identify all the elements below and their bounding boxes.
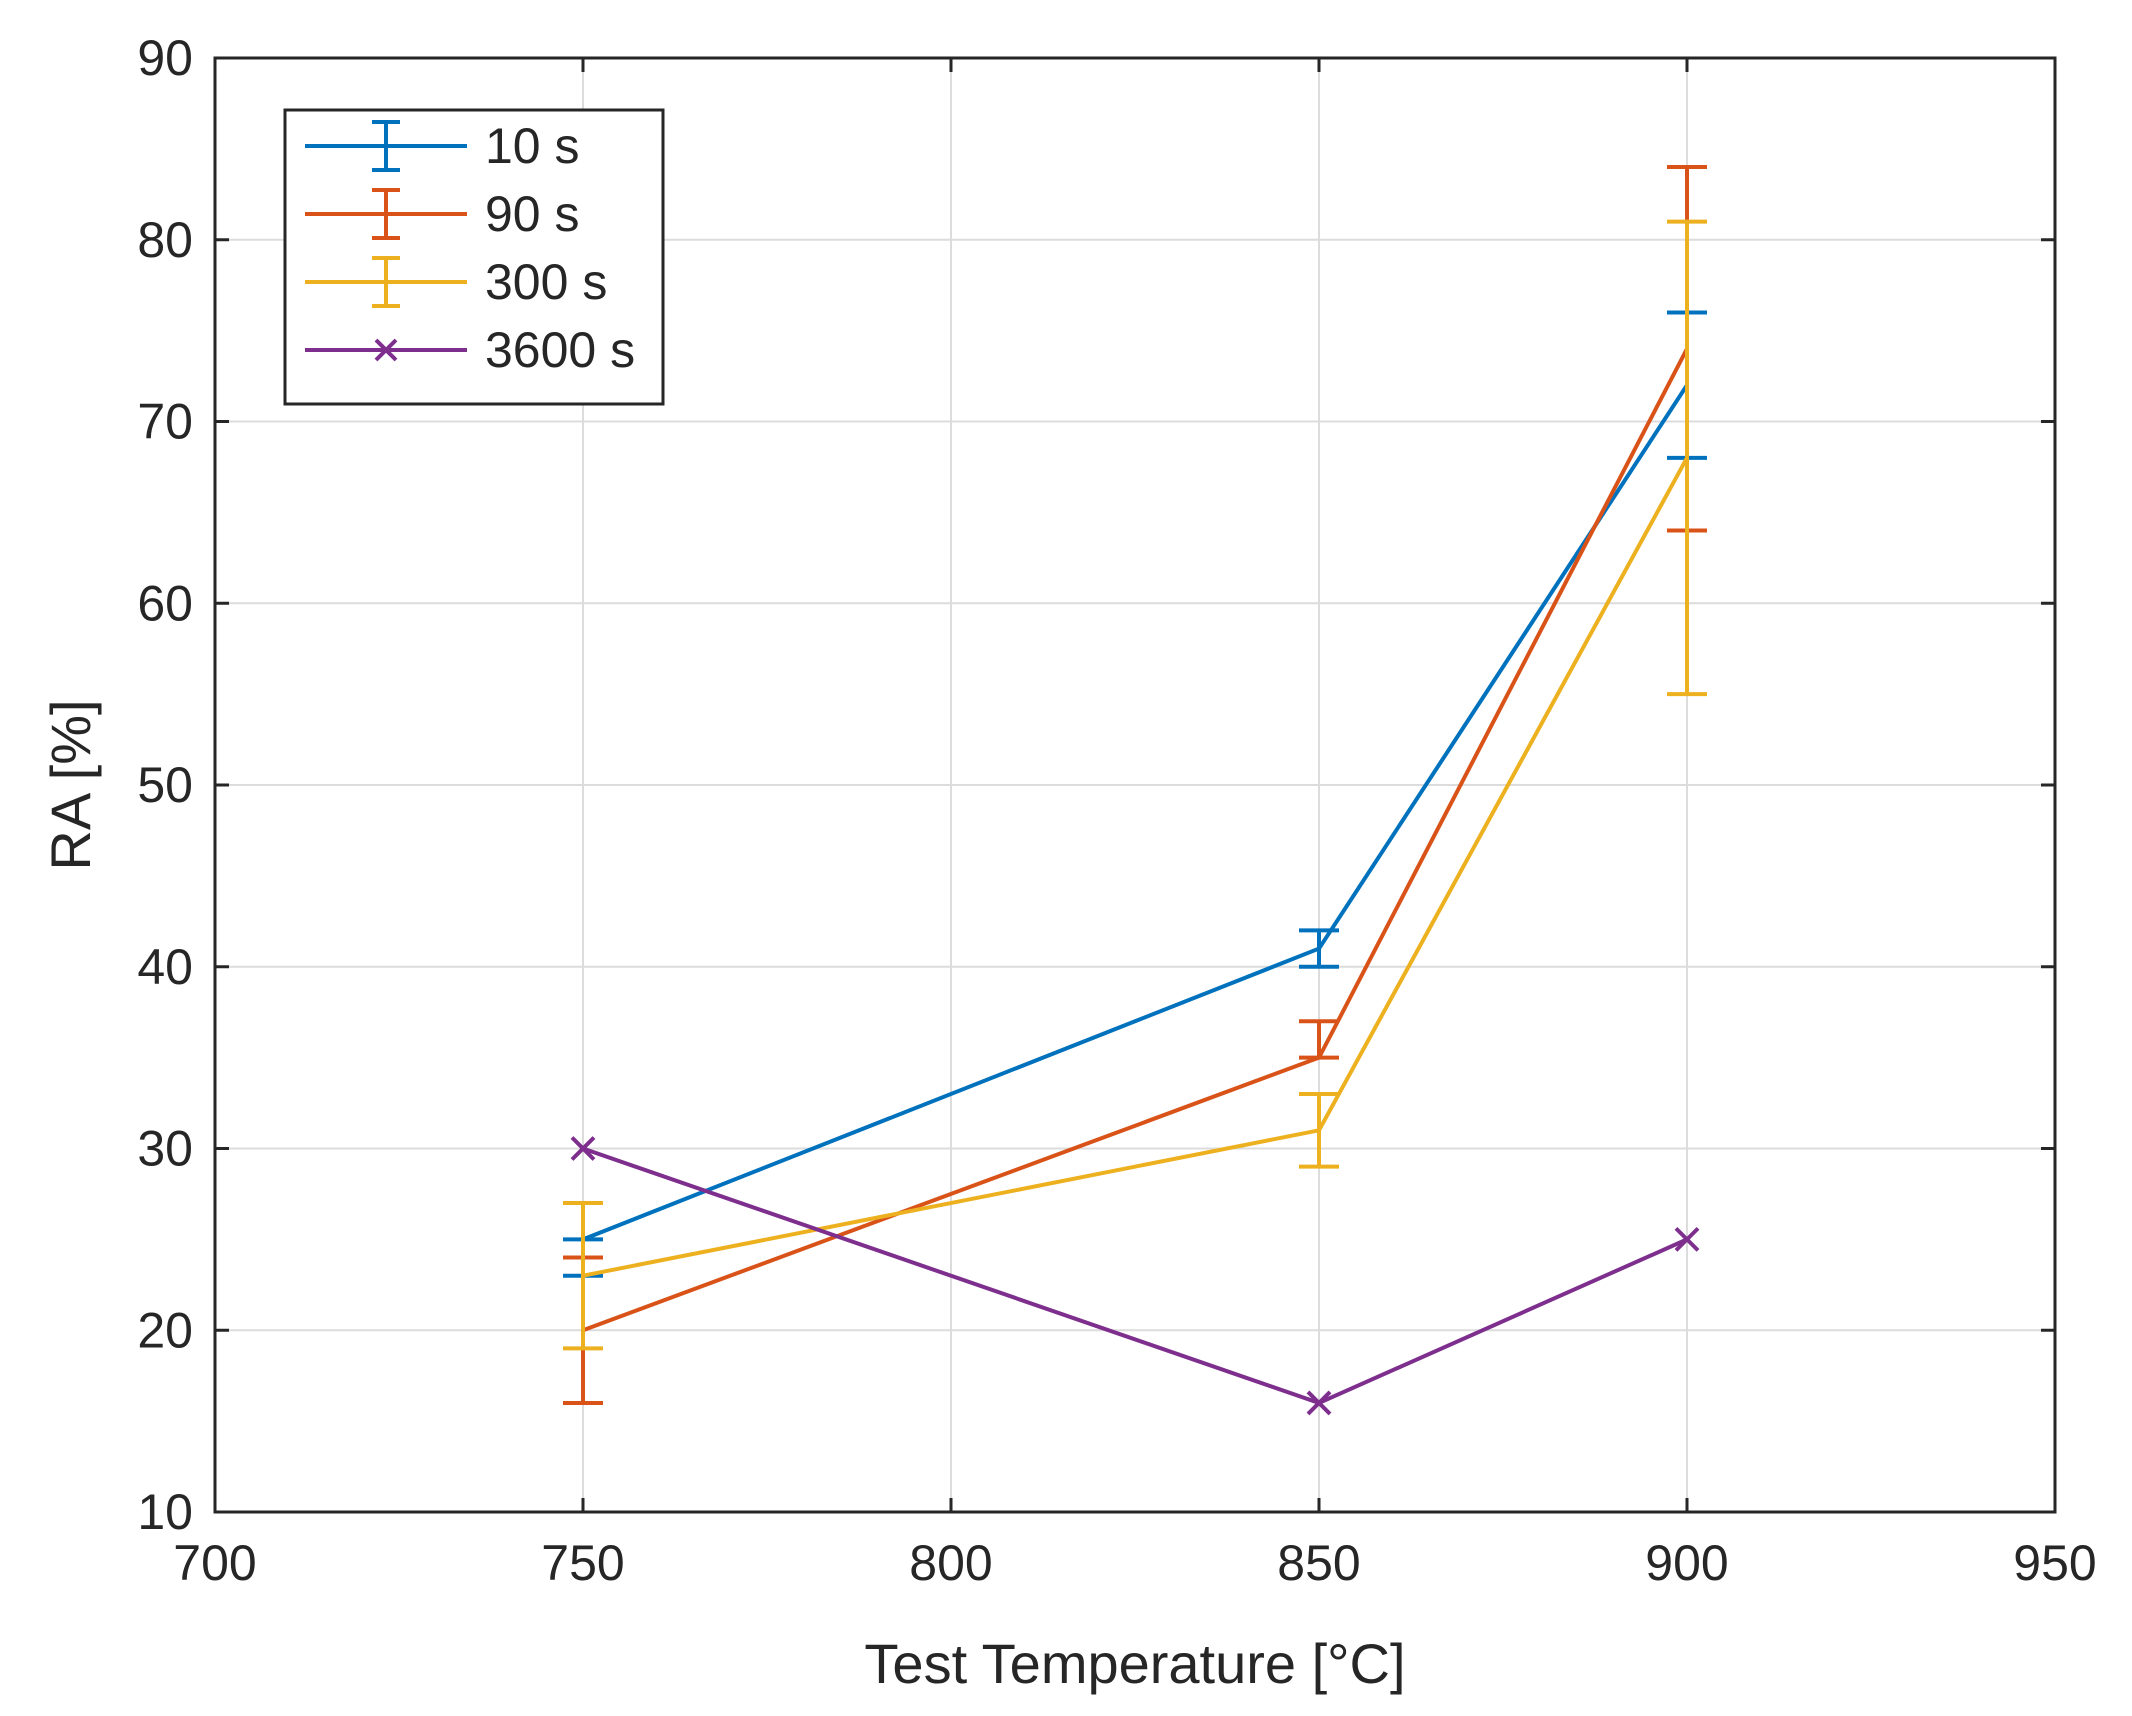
x-tick-label-850: 850 xyxy=(1277,1535,1360,1591)
y-tick-label-20: 20 xyxy=(137,1302,193,1358)
legend-item-3600-s: 3600 s xyxy=(305,322,635,378)
series-300-s xyxy=(563,219,1707,1351)
legend-item-90-s: 90 s xyxy=(305,186,580,242)
y-tick-label-50: 50 xyxy=(137,757,193,813)
data-point-10-s-850 xyxy=(1318,947,1320,950)
axis-ticks: 700 750 800 850 900 950 10 20 30 40 50 60 70 80 90 xyxy=(137,30,2096,1591)
series-3600-s xyxy=(570,1136,1700,1416)
legend: 10 s 90 s 300 s 3600 s xyxy=(283,108,665,406)
y-axis-label: RA [%] xyxy=(39,699,102,870)
legend-errorbar-90-s xyxy=(372,188,400,240)
x-tick-label-750: 750 xyxy=(541,1535,624,1591)
grid xyxy=(215,58,2055,1512)
x-tick-label-700: 700 xyxy=(173,1535,256,1591)
legend-errorbar-10-s xyxy=(372,120,400,172)
data-point-300-s-900 xyxy=(1686,456,1688,459)
marker-3600-s-850 xyxy=(1306,1390,1332,1416)
x-axis-label: Test Temperature [°C] xyxy=(864,1632,1405,1695)
x-tick-label-900: 900 xyxy=(1645,1535,1728,1591)
marker-3600-s-750 xyxy=(570,1136,596,1161)
data-point-300-s-850 xyxy=(1318,1129,1320,1132)
legend-item-10-s: 10 s xyxy=(305,118,580,174)
legend-label-3600-s: 3600 s xyxy=(485,322,635,378)
y-tick-label-70: 70 xyxy=(137,394,193,450)
y-tick-label-80: 80 xyxy=(137,212,193,268)
data-point-90-s-850 xyxy=(1318,1056,1320,1059)
y-tick-label-10: 10 xyxy=(137,1484,193,1540)
legend-label-300-s: 300 s xyxy=(485,254,607,310)
legend-errorbar-300-s xyxy=(372,256,400,308)
x-tick-label-800: 800 xyxy=(909,1535,992,1591)
y-tick-label-30: 30 xyxy=(137,1121,193,1177)
legend-item-300-s: 300 s xyxy=(305,254,607,310)
legend-box xyxy=(283,108,665,406)
x-tick-label-950: 950 xyxy=(2013,1535,2096,1591)
y-tick-label-60: 60 xyxy=(137,575,193,631)
data-point-300-s-750 xyxy=(582,1274,584,1277)
legend-marker-3600-s xyxy=(374,338,398,362)
series-layer xyxy=(563,165,1707,1416)
y-tick-label-90: 90 xyxy=(137,30,193,86)
legend-label-90-s: 90 s xyxy=(485,186,580,242)
marker-3600-s-900 xyxy=(1674,1226,1700,1252)
legend-label-10-s: 10 s xyxy=(485,118,580,174)
y-tick-label-40: 40 xyxy=(137,939,193,995)
